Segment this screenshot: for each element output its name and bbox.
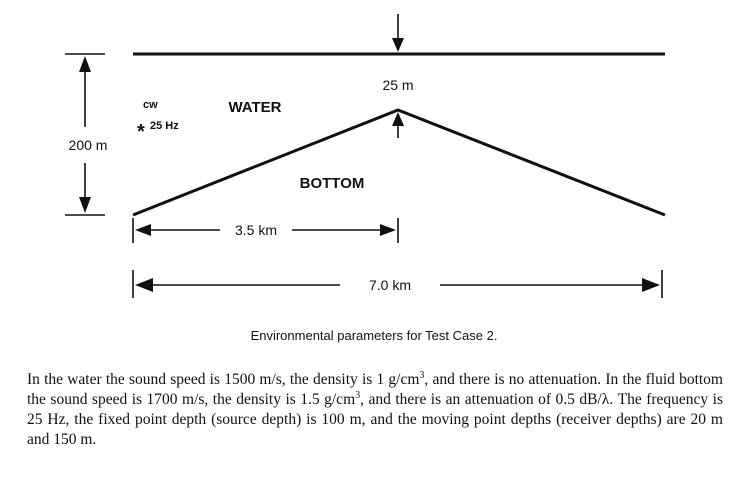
geometry [132,52,666,217]
diagram: * 200 m cw 25 Hz WATER BOTTOM 25 m 3.5 k… [65,14,666,343]
arrowhead [380,224,396,236]
text-run: , and there is an attenuation of 0.5 dB/… [27,391,723,448]
caption: Environmental parameters for Test Case 2… [251,328,498,343]
apex-depth-label: 25 m [382,77,413,93]
full-range-label: 7.0 km [369,277,411,293]
dimension-lines [65,14,663,298]
water-label: WATER [228,99,281,116]
source-cw: cw [143,99,158,111]
text-run: In the water the sound speed is 1500 m/s… [27,371,420,388]
text-run: , and there is no attenuation. In the fl… [27,371,723,408]
source-freq: 25 Hz [150,120,179,132]
depth-label: 200 m [69,137,108,153]
paragraph: In the water the sound speed is 1500 m/s… [27,370,723,450]
sea-bottom [132,108,666,217]
superscript: 3 [355,389,361,401]
half-range-label: 3.5 km [235,222,277,238]
arrowheads [79,38,660,292]
bottom-label: BOTTOM [300,175,365,192]
arrowhead [392,112,404,126]
arrowhead [392,38,404,52]
source-marker: * [137,121,145,143]
superscript: 3 [419,369,425,381]
arrowhead [135,224,151,236]
arrowhead [642,278,660,292]
arrowhead [79,56,91,72]
arrowhead [135,278,153,292]
arrowhead [79,197,91,213]
